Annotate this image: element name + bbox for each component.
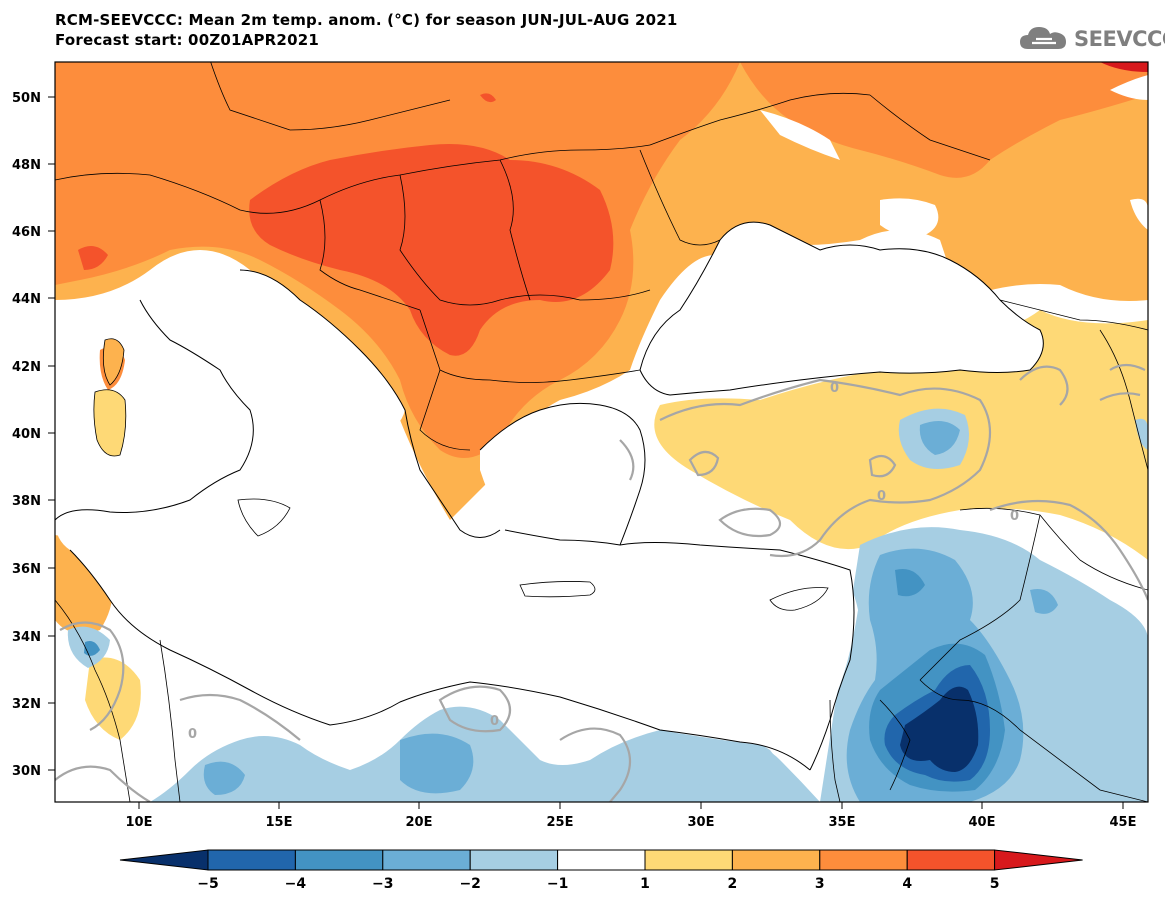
colorbar-segment [819,849,908,871]
mediterranean-sea [55,295,858,750]
map-area: 0 0 0 0 0 [55,62,1148,802]
adriatic-sea [240,270,405,430]
colorbar-label: 5 [990,876,1000,892]
colorbar-label: −5 [197,876,218,892]
contour-label: 0 [830,381,839,396]
colorbar-segment [731,849,821,871]
lat-label: 34N [12,630,41,645]
lat-label: 42N [12,360,41,375]
seevccc-logo: SEEVCCC [1018,22,1165,56]
black-sea [640,222,1044,395]
colorbar-label: −3 [372,876,393,892]
colorbar-label: 1 [640,876,650,892]
lat-label: 36N [12,562,41,577]
azov-sea [880,198,939,237]
lat-label: 30N [12,764,41,779]
colorbar-segment [469,849,559,871]
logo-text: SEEVCCC [1074,27,1165,51]
contour-label: 0 [1010,509,1019,524]
aegean-sea [480,403,645,545]
anomaly-below-neg5-zone [900,686,979,772]
colorbar-segment [294,849,384,871]
lon-label: 15E [266,815,293,830]
colorbar-max-triangle [994,849,1083,871]
colorbar: −5 −4 −3 −2 −1 1 2 3 4 5 [119,849,1083,892]
lat-label: 40N [12,427,41,442]
colorbar-label: −2 [459,876,480,892]
anomaly-1-2-zone [55,62,1148,560]
cloud-icon [1020,27,1066,49]
country-borders [55,62,1148,802]
lon-label: 20E [406,815,433,830]
map-title: RCM-SEEVCCC: Mean 2m temp. anom. (°C) fo… [55,10,678,50]
title-line-2: Forecast start: 00Z01APR2021 [55,31,319,49]
lat-label: 38N [12,494,41,509]
lon-label: 30E [688,815,715,830]
lon-label: 45E [1110,815,1137,830]
title-line-1: RCM-SEEVCCC: Mean 2m temp. anom. (°C) fo… [55,11,678,29]
colorbar-label: 2 [728,876,738,892]
lon-label: 25E [547,815,574,830]
colorbar-segment [644,849,733,871]
lat-label: 44N [12,292,41,307]
colorbar-segment [207,849,296,871]
anomaly-3-4-zone [249,144,614,356]
colorbar-label: −4 [285,876,307,892]
colorbar-label: 3 [815,876,825,892]
colorbar-segment [382,849,471,871]
colorbar-segment [557,849,646,871]
lon-label: 40E [969,815,996,830]
colorbar-segment [906,849,996,871]
contour-label: 0 [188,727,197,742]
lat-label: 50N [12,91,41,106]
colorbar-min-triangle [119,849,209,871]
coastlines [55,221,1044,771]
latitude-axis: 50N 48N 46N 44N 42N 40N 38N 36N 34N 32N … [12,91,55,779]
map-frame [54,61,1149,803]
longitude-axis: 10E 15E 20E 25E 30E 35E 40E 45E [126,802,1137,830]
colorbar-label: −1 [547,876,568,892]
lat-label: 46N [12,225,41,240]
lat-label: 48N [12,158,41,173]
contour-labels: 0 0 0 0 0 [188,381,1019,742]
colorbar-label: 4 [902,876,912,892]
zero-contours [55,363,1148,802]
contour-label: 0 [877,489,886,504]
lat-label: 32N [12,697,41,712]
lon-label: 10E [126,815,153,830]
contour-label: 0 [490,714,499,729]
lon-label: 35E [829,815,856,830]
